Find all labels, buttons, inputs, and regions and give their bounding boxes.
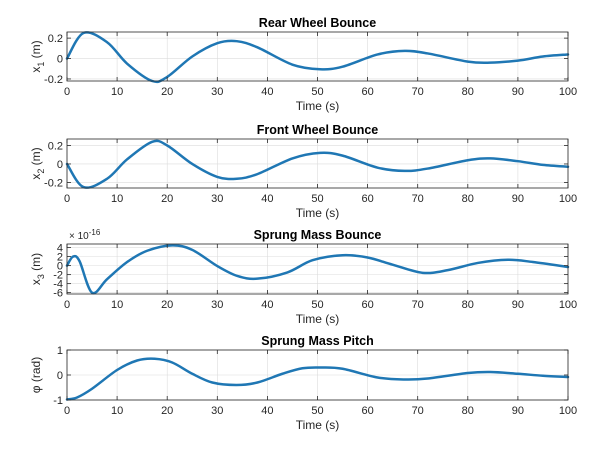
y-axis-label: x1 (m) [29,40,46,72]
y-tick-label: -6 [53,288,63,300]
x-tick-label: 20 [161,193,173,205]
x-tick-label: 0 [64,299,70,311]
x-tick-label: 0 [64,86,70,98]
x-tick-label: 10 [111,86,123,98]
y-exponent-power: -16 [89,228,101,237]
series-line [65,357,570,401]
x-tick-label: 60 [361,299,373,311]
x-tick-label: 40 [261,299,273,311]
x-tick-label: 60 [361,193,373,205]
y-tick-label: 0 [57,370,63,382]
x-axis-label: Time (s) [296,312,340,326]
x-tick-label: 80 [462,405,474,417]
y-exponent-label: × 10-16 [69,228,101,242]
y-axis-label-unit: (m) [29,253,43,274]
chart-title: Front Wheel Bounce [257,123,379,137]
y-axis-label-unit: (m) [29,40,43,61]
x-tick-label: 90 [512,405,524,417]
y-tick-label: 0.2 [48,140,63,152]
x-tick-label: 100 [559,405,577,417]
y-axis-label-subscript: 3 [36,274,46,279]
x-tick-label: 10 [111,299,123,311]
x-tick-label: 30 [211,405,223,417]
x-tick-label: 70 [412,299,424,311]
x-tick-label: 90 [512,86,524,98]
y-tick-label: 1 [57,345,63,357]
y-tick-label: 0 [57,261,63,273]
x-tick-label: 70 [412,193,424,205]
x-tick-label: 60 [361,86,373,98]
x-axis-label: Time (s) [296,206,340,220]
x-tick-label: 40 [261,405,273,417]
y-axis-label-main: x [29,67,43,73]
x-tick-label: 20 [161,405,173,417]
y-axis-label-subscript: 1 [36,62,46,67]
y-tick-label: -0.2 [44,74,63,86]
y-tick-label: -2 [53,270,63,282]
x-tick-label: 70 [412,86,424,98]
y-axis-label-main: x [29,174,43,180]
x-tick-label: 40 [261,86,273,98]
y-tick-label: 0.2 [48,33,63,45]
x-tick-label: 20 [161,86,173,98]
series-line [65,139,570,189]
x-tick-label: 30 [211,86,223,98]
x-tick-label: 70 [412,405,424,417]
x-tick-label: 90 [512,193,524,205]
chart-title: Sprung Mass Bounce [254,228,382,242]
x-tick-label: 80 [462,299,474,311]
y-tick-label: -0.2 [44,177,63,189]
series-line [65,244,570,295]
x-tick-label: 50 [311,405,323,417]
x-tick-label: 80 [462,193,474,205]
y-axis-label-unit: (m) [29,147,43,168]
y-exponent-base: × 10 [69,231,89,242]
x-tick-label: 10 [111,405,123,417]
y-tick-label: 0 [57,159,63,171]
x-tick-label: 30 [211,193,223,205]
x-tick-label: 0 [64,193,70,205]
x-tick-label: 80 [462,86,474,98]
y-tick-label: 4 [57,243,63,255]
y-tick-label: 2 [57,252,63,264]
y-axis-label: φ (rad) [29,357,43,393]
x-axis-label: Time (s) [296,99,340,113]
x-tick-label: 50 [311,193,323,205]
x-tick-label: 30 [211,299,223,311]
x-tick-label: 100 [559,299,577,311]
x-tick-label: 20 [161,299,173,311]
y-tick-label: 0 [57,54,63,66]
y-axis-label-main: φ [29,385,43,393]
y-axis-label-subscript: 2 [36,169,46,174]
x-tick-label: 100 [559,86,577,98]
x-axis-label: Time (s) [296,418,340,432]
x-tick-label: 10 [111,193,123,205]
x-tick-label: 50 [311,86,323,98]
y-axis-label: x2 (m) [29,147,46,179]
x-tick-label: 0 [64,405,70,417]
y-axis-label-main: x [29,279,43,285]
y-tick-label: -4 [53,279,63,291]
x-tick-label: 40 [261,193,273,205]
chart-title: Rear Wheel Bounce [259,16,376,30]
y-tick-label: -1 [53,395,63,407]
x-tick-label: 100 [559,193,577,205]
y-axis-label: x3 (m) [29,253,46,285]
chart-title: Sprung Mass Pitch [261,334,374,348]
x-tick-label: 90 [512,299,524,311]
series-line [65,31,570,84]
x-tick-label: 60 [361,405,373,417]
y-axis-label-unit: (rad) [29,357,43,386]
x-tick-label: 50 [311,299,323,311]
